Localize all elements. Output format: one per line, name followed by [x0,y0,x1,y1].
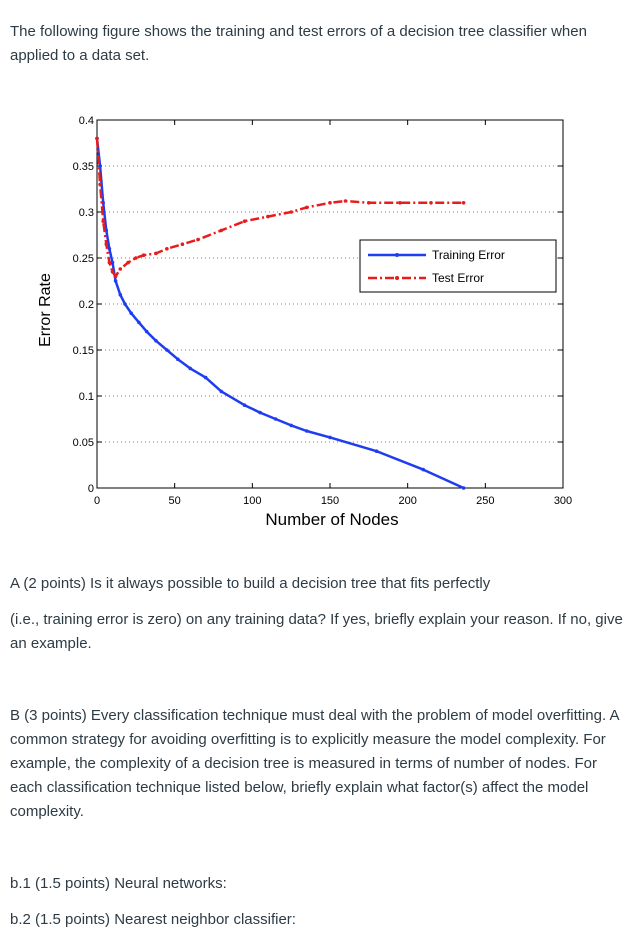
chart-ticks: 0 0.05 0.1 0.15 0.2 0.25 0.3 0.35 0.4 0 50 100 150 20… [73,115,573,507]
series-1-point-3 [104,242,109,246]
series-0-point-19 [258,410,262,415]
y-tick-label-0: 0 [88,483,94,495]
x-tick-label-5: 250 [476,495,494,507]
x-tick-label-2: 100 [243,495,261,507]
series-0-point-1 [98,164,102,168]
series-1-point-8 [126,260,130,265]
y-tick-label-1: 0.05 [73,437,94,449]
y-tick-label-4: 0.2 [79,299,94,311]
legend-label-training: Training Error [432,248,505,262]
legend-box [359,239,557,293]
legend-test-marker [395,276,399,280]
series-line-0 [95,138,465,490]
series-0-point-15 [188,366,192,371]
series-1-point-13 [180,242,185,246]
chart-series-layer [95,136,466,490]
y-tick-label-8: 0.4 [79,115,94,127]
error-rate-chart: 0 0.05 0.1 0.15 0.2 0.25 0.3 0.35 0.4 0 50 100 150 20… [37,115,573,529]
series-0-point-20 [273,417,278,421]
x-tick-label-1: 50 [169,495,181,507]
series-1-point-0 [95,136,99,141]
series-1-point-9 [134,256,138,260]
legend-label-test: Test Error [432,271,484,285]
chart-legend: Training Error Test Error [359,239,557,293]
plot-frame [96,119,564,489]
series-1-point-5 [110,270,115,274]
series-1-point-21 [343,199,348,203]
y-tick-label-7: 0.35 [73,161,94,173]
series-0-point-7 [118,293,123,297]
series-1-point-22 [367,201,371,205]
series-1-point-12 [165,247,169,251]
series-1-point-17 [266,214,270,219]
series-0-point-24 [374,449,379,454]
series-1-point-4 [107,260,112,265]
x-tick-label-0: 0 [94,495,100,507]
question-b: B (3 points) Every classification techni… [10,707,619,820]
x-tick-label-3: 150 [321,495,339,507]
series-0-point-9 [129,311,133,315]
x-tick-label-6: 300 [554,495,572,507]
y-tick-label-3: 0.15 [73,345,94,357]
x-axis-label: Number of Nodes [265,510,398,529]
chart-gridlines [97,165,563,443]
series-0-point-5 [110,260,115,265]
series-0-point-16 [203,375,208,380]
y-tick-label-2: 0.1 [79,391,94,403]
series-1-point-7 [118,267,123,271]
series-1-point-20 [328,201,332,205]
series-0-point-12 [154,339,158,343]
series-0-point-13 [165,348,169,352]
series-0-point-8 [123,302,127,306]
series-1-point-15 [219,228,224,233]
y-axis-label: Error Rate [37,273,54,347]
series-0-point-21 [289,423,294,428]
question-a-line2: (i.e., training error is zero) on any tr… [10,611,623,652]
series-0-point-11 [144,329,149,334]
y-tick-label-6: 0.3 [79,207,94,219]
y-tick-label-5: 0.25 [73,253,94,265]
series-0-point-18 [242,403,247,408]
series-1-point-1 [98,182,102,187]
series-1-point-14 [196,237,200,242]
series-1-point-18 [289,210,294,214]
series-1-point-19 [304,205,309,210]
x-tick-label-4: 200 [398,495,416,507]
question-b2: b.2 (1.5 points) Nearest neighbor classi… [10,911,296,928]
question-b1: b.1 (1.5 points) Neural networks: [10,875,227,892]
series-1-point-2 [101,219,105,223]
series-1-point-16 [242,219,247,223]
question-a-line1: A (2 points) Is it always possible to bu… [10,575,491,592]
series-1-point-24 [429,201,433,205]
series-0-point-22 [304,429,309,433]
series-0-point-6 [113,279,118,283]
series-1-point-6 [113,274,118,279]
series-1-point-23 [398,201,402,205]
series-0-point-4 [107,247,112,251]
intro-text: The following figure shows the training … [10,23,587,64]
series-1-point-11 [154,251,158,256]
series-0-point-17 [219,389,224,394]
series-0-point-23 [328,435,332,440]
series-0-point-25 [421,467,426,472]
series-1-point-25 [461,201,466,205]
legend-training-marker [395,253,399,257]
series-1-point-10 [141,253,146,257]
series-0-point-14 [176,357,180,361]
series-0-point-10 [137,320,141,325]
series-0-point-26 [461,486,466,490]
